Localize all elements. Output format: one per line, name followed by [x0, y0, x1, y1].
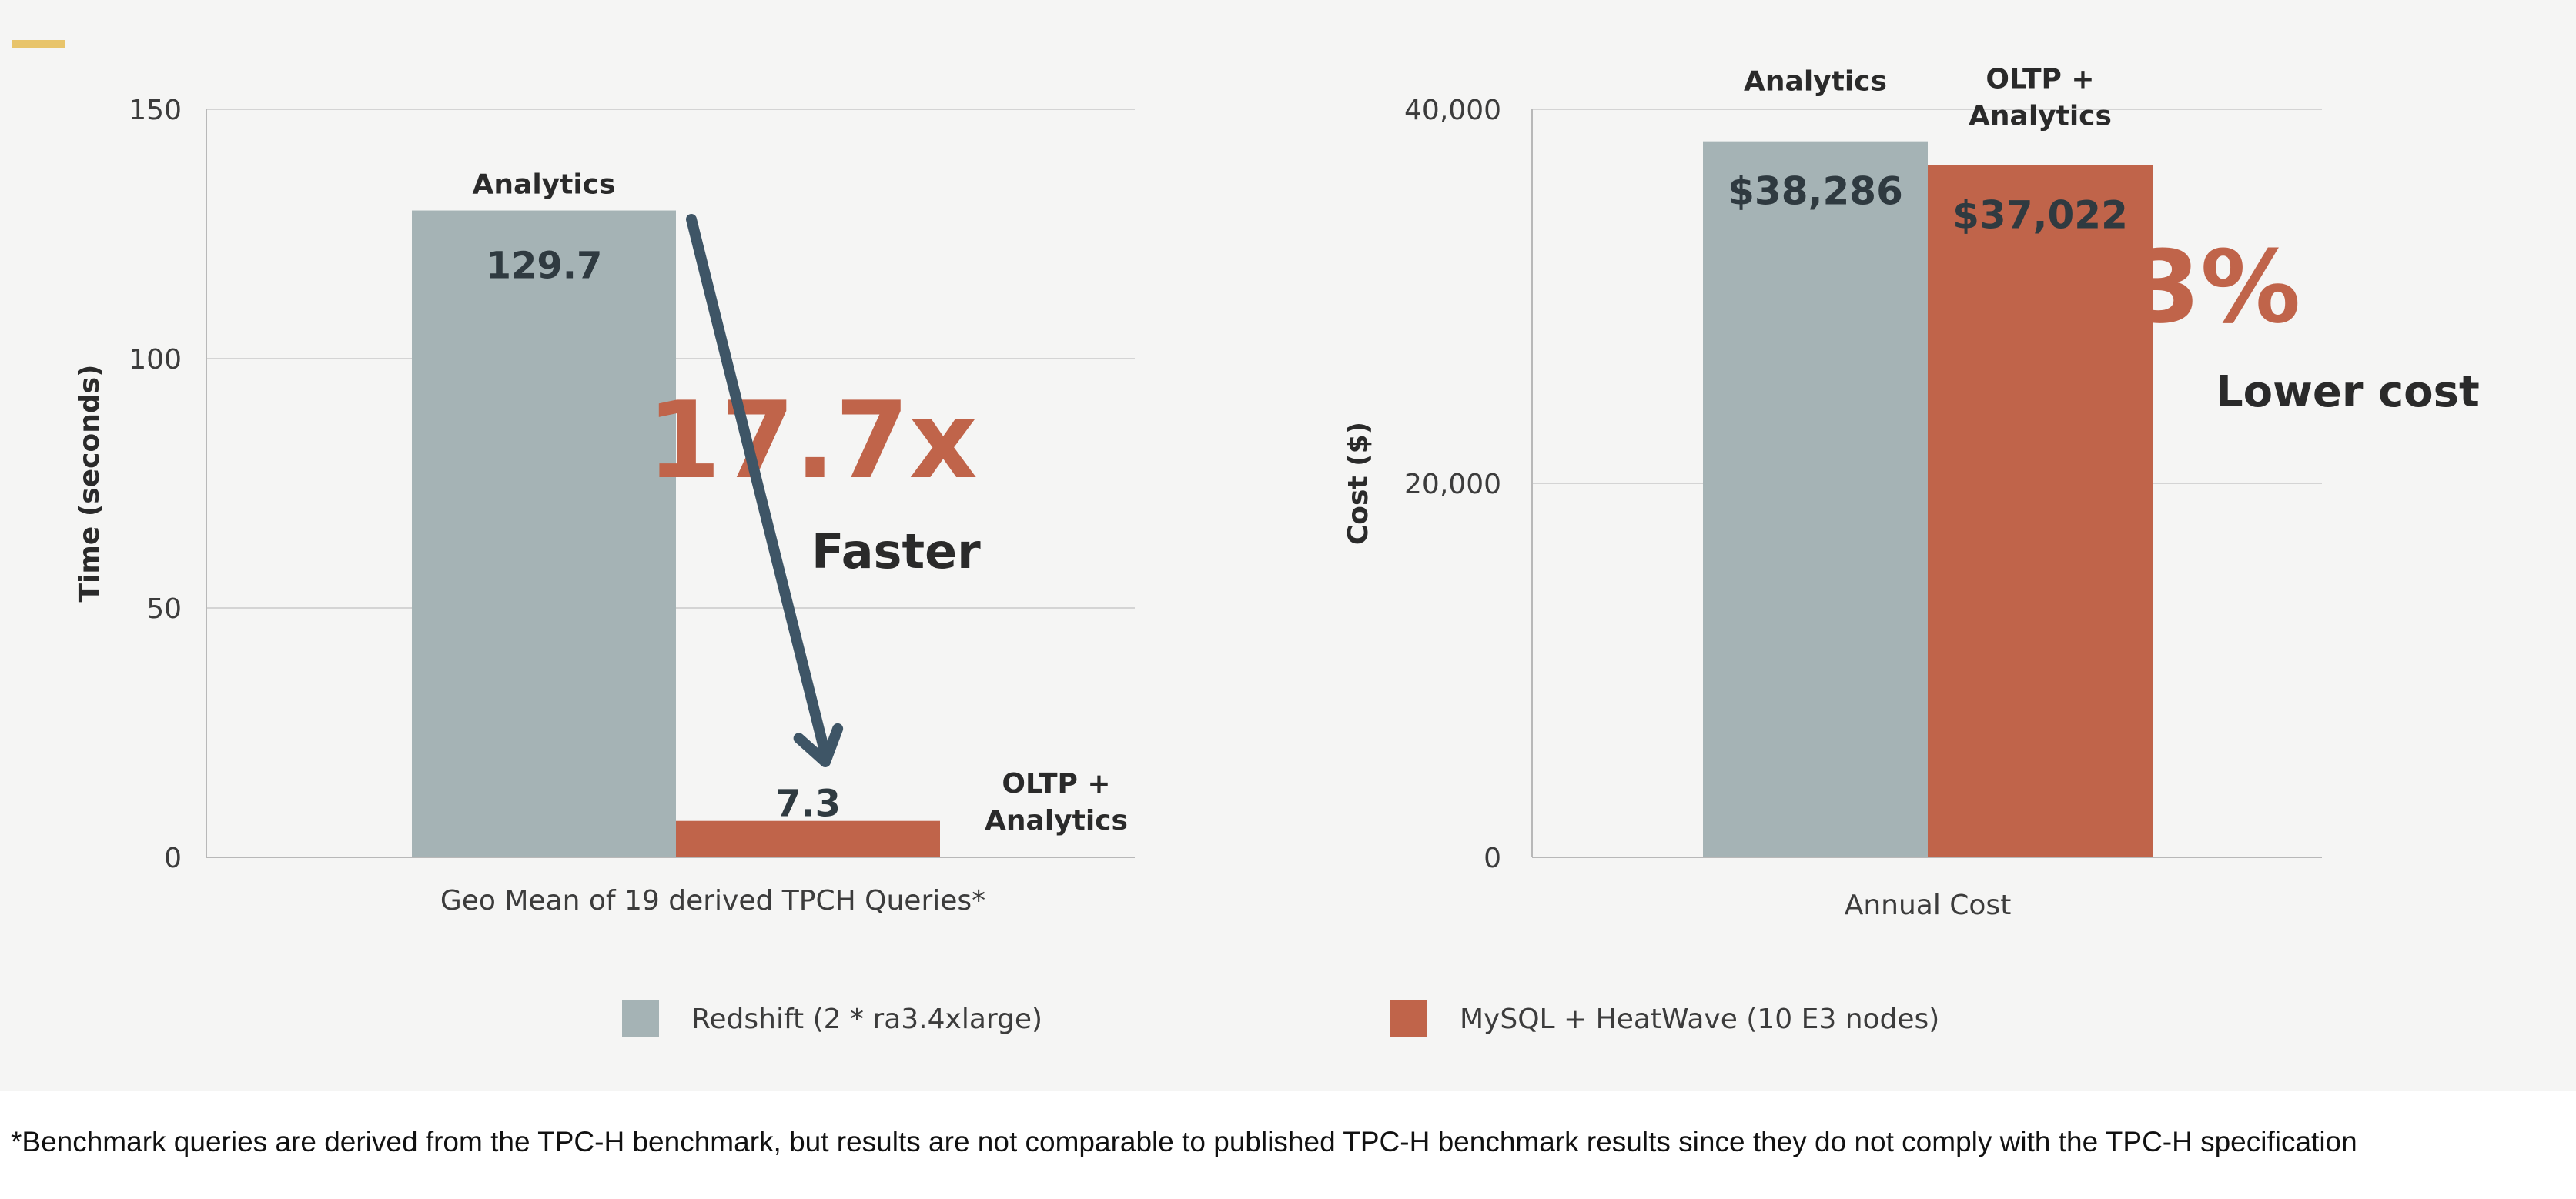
bar-0-heatwave — [676, 820, 940, 857]
legend-label-heatwave: MySQL + HeatWave (10 E3 nodes) — [1460, 1003, 1940, 1035]
annotation-value-1: 3% — [2131, 229, 2301, 346]
arrow-head — [793, 723, 844, 767]
accent-bar — [12, 40, 65, 48]
legend-item-heatwave: MySQL + HeatWave (10 E3 nodes) — [1390, 1000, 1939, 1037]
y-tick-label-0-2: 100 — [129, 344, 182, 376]
y-tick-label-0-3: 150 — [129, 95, 182, 126]
y-axis-title-0: Time (seconds) — [74, 364, 105, 602]
bar-value-label-1-1: $37,022 — [1952, 192, 2128, 237]
charts: 0 50 100 150 Time (seconds) Geo Mean of 19 de… — [74, 63, 2480, 921]
bar-1-heatwave — [1928, 165, 2153, 857]
bar-value-label-1-0: $38,286 — [1728, 169, 1903, 214]
bar-title-0-0: Analytics — [473, 169, 616, 201]
y-tick-label-1-0: 0 — [1484, 843, 1501, 874]
y-tick-label-1-1: 20,000 — [1404, 469, 1501, 500]
x-axis-title-1: Annual Cost — [1845, 890, 2012, 921]
annotation-text-0: Faster — [811, 523, 981, 579]
y-tick-label-0-0: 0 — [164, 843, 182, 874]
legend-swatch-heatwave — [1390, 1000, 1427, 1037]
arrow-line — [686, 214, 831, 760]
bar-value-label-0-1: 7.3 — [775, 783, 841, 826]
bar-title-1-0: Analytics — [1744, 66, 1887, 98]
legend-label-redshift: Redshift (2 * ra3.4xlarge) — [691, 1003, 1043, 1035]
bar-title-1-1: OLTP + Analytics — [1969, 63, 2112, 132]
footnote: *Benchmark queries are derived from the … — [11, 1126, 2357, 1157]
y-axis-title-1: Cost ($) — [1343, 422, 1374, 545]
bar-value-label-0-0: 129.7 — [486, 245, 603, 288]
annotation-value-0: 17.7x — [647, 379, 978, 503]
legend-item-redshift: Redshift (2 * ra3.4xlarge) — [622, 1000, 1042, 1037]
y-tick-label-1-2: 40,000 — [1404, 95, 1501, 126]
y-tick-label-0-1: 50 — [146, 593, 182, 625]
x-axis-title-0: Geo Mean of 19 derived TPCH Queries* — [440, 885, 985, 917]
legend-swatch-redshift — [622, 1000, 659, 1037]
bar-title-0-1: OLTP + Analytics — [985, 768, 1128, 837]
bar-0-redshift — [412, 210, 676, 857]
annotation-text-1: Lower cost — [2216, 367, 2480, 417]
bar-1-redshift — [1703, 141, 1928, 857]
